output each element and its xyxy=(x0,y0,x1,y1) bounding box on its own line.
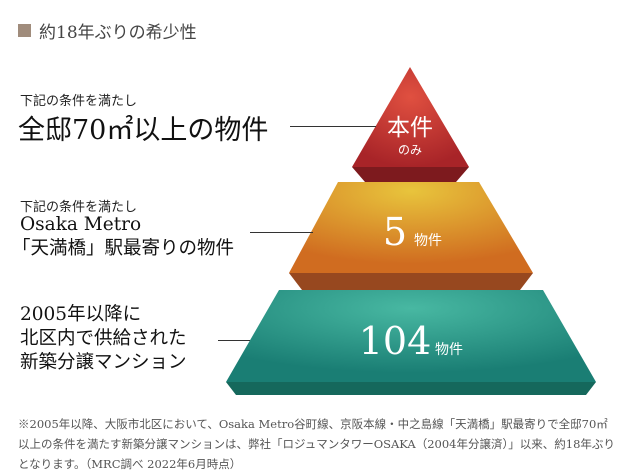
connector-line-top xyxy=(290,126,376,127)
tier-middle xyxy=(289,182,533,290)
heading-text: 約18年ぶりの希少性 xyxy=(39,23,197,43)
tier-bottom-value: 104 xyxy=(359,319,432,363)
connector-line-middle xyxy=(250,232,313,233)
top-main-label: 全邸70㎡以上の物件 xyxy=(18,115,269,146)
middle-condition: 下記の条件を満たし xyxy=(20,200,138,215)
top-condition: 下記の条件を満たし xyxy=(20,94,138,109)
footnote: ※2005年以降、大阪市北区において、Osaka Metro谷町線、京阪本線・中… xyxy=(18,417,615,471)
middle-line1: Osaka Metro xyxy=(20,214,142,235)
tier-top-value: 本件 xyxy=(387,115,433,141)
tier-middle-unit: 物件 xyxy=(414,233,442,249)
square-bullet-icon xyxy=(18,24,31,37)
tier-bottom-unit: 物件 xyxy=(435,342,463,358)
tier-bottom xyxy=(226,290,596,395)
bottom-line3: 新築分譲マンション xyxy=(20,352,187,373)
tier-top xyxy=(352,67,469,182)
connector-line-bottom xyxy=(218,340,250,341)
bottom-line1: 2005年以降に xyxy=(20,304,142,325)
section-heading: 約18年ぶりの希少性 xyxy=(18,18,197,43)
middle-line2: 「天満橋」駅最寄りの物件 xyxy=(12,238,235,259)
bottom-line2: 北区内で供給された xyxy=(20,328,187,349)
tier-top-sub: のみ xyxy=(398,143,422,157)
tier-middle-value: 5 xyxy=(383,210,407,254)
